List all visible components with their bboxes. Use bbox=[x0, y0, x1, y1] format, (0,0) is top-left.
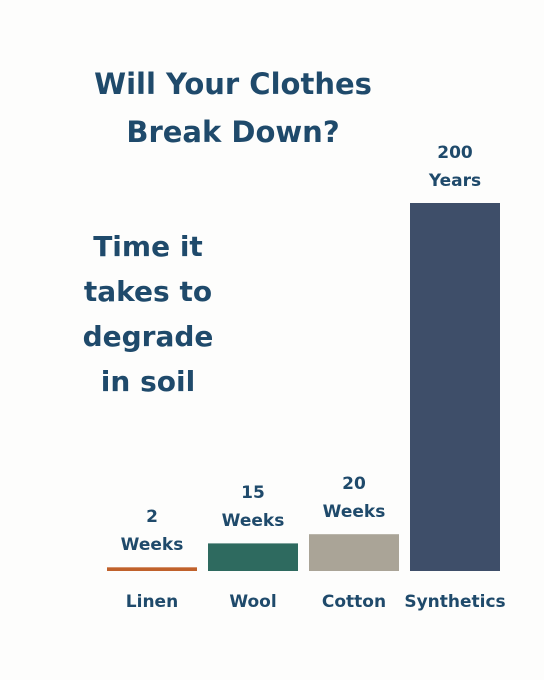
x-tick-label: Wool bbox=[229, 592, 277, 612]
chart-subtitle: Time it takes to degrade in soil bbox=[82, 230, 214, 398]
bar bbox=[107, 567, 197, 571]
value-label: 2 Weeks bbox=[120, 507, 184, 556]
value-label: 200 Years bbox=[428, 143, 482, 191]
bar bbox=[309, 534, 399, 571]
value-label: 20 Weeks bbox=[322, 474, 386, 523]
x-tick-label: Cotton bbox=[321, 592, 387, 612]
x-tick-label: Synthetics bbox=[404, 592, 506, 612]
chart-title: Will Your Clothes Break Down? bbox=[94, 67, 372, 149]
x-tick-label: Linen bbox=[125, 592, 179, 612]
bar bbox=[410, 203, 500, 571]
bar bbox=[208, 543, 298, 571]
value-label: 15 Weeks bbox=[221, 483, 285, 532]
